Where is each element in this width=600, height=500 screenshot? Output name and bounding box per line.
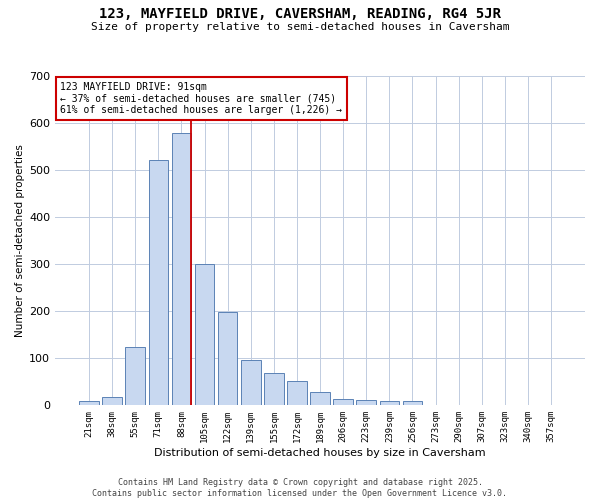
Bar: [125, 348, 145, 405]
Bar: [79, 401, 99, 405]
Text: 123, MAYFIELD DRIVE, CAVERSHAM, READING, RG4 5JR: 123, MAYFIELD DRIVE, CAVERSHAM, READING,…: [99, 8, 501, 22]
Bar: [241, 360, 260, 405]
Bar: [403, 401, 422, 405]
Bar: [103, 397, 122, 405]
Bar: [356, 400, 376, 405]
Bar: [149, 160, 168, 405]
Bar: [264, 373, 284, 405]
Text: Size of property relative to semi-detached houses in Caversham: Size of property relative to semi-detach…: [91, 22, 509, 32]
Bar: [172, 133, 191, 405]
Bar: [287, 382, 307, 405]
Text: 123 MAYFIELD DRIVE: 91sqm
← 37% of semi-detached houses are smaller (745)
61% of: 123 MAYFIELD DRIVE: 91sqm ← 37% of semi-…: [61, 82, 343, 116]
Bar: [334, 398, 353, 405]
Bar: [218, 312, 238, 405]
Y-axis label: Number of semi-detached properties: Number of semi-detached properties: [15, 144, 25, 336]
X-axis label: Distribution of semi-detached houses by size in Caversham: Distribution of semi-detached houses by …: [154, 448, 486, 458]
Bar: [195, 264, 214, 405]
Bar: [310, 392, 330, 405]
Bar: [380, 400, 399, 405]
Text: Contains HM Land Registry data © Crown copyright and database right 2025.
Contai: Contains HM Land Registry data © Crown c…: [92, 478, 508, 498]
